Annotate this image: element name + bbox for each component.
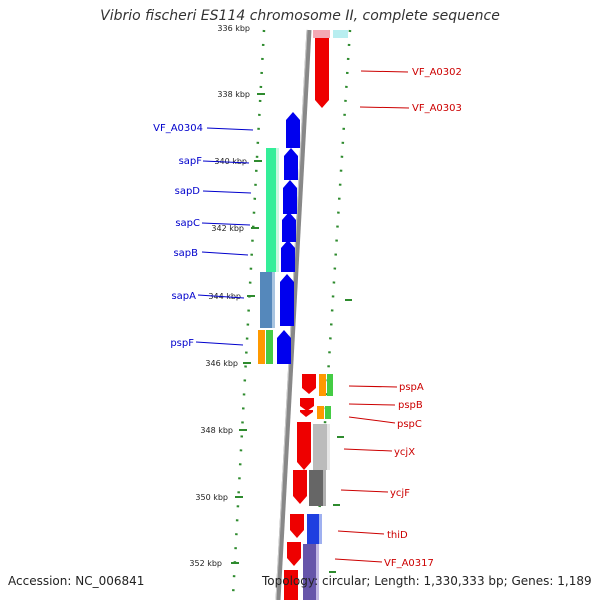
gene-label-sapd: sapD [175,186,201,197]
cog-bar-lime-r2 [325,406,331,419]
gene-arrow-pspc [300,410,313,417]
gene-label-pspc: pspC [397,419,422,430]
gene-label-sapa: sapA [171,291,196,302]
gene-label-vf-a0304: VF_A0304 [153,123,203,134]
gene-arrow-sapa [280,274,294,326]
gene-label-pspf: pspF [170,338,194,349]
gene-arrow-sapb [281,240,295,272]
gene-label-vf-a0303: VF_A0303 [412,103,462,114]
top-feature-pink [313,30,330,38]
scale-ticks [231,93,352,573]
cog-bar-orange-r1 [319,374,326,396]
cog-bar-green [266,148,279,272]
forward-genes [277,112,300,364]
gene-label-sapc: sapC [175,218,200,229]
top-feature-cyan [333,30,348,38]
scale-label-352: 352 kbp [189,559,222,568]
gene-arrow-vf-a0302 [315,38,329,108]
gene-arrow-vf-a0304 [286,112,300,148]
cog-bar-orange [258,330,265,364]
gene-label-pspa: pspA [399,382,424,393]
gene-arrow-ycjx [297,422,311,470]
gene-label-ycjf: ycjF [390,488,410,499]
scale-label-340: 340 kbp [214,157,247,166]
reverse-genes-top [315,38,329,108]
gene-label-sapb: sapB [173,248,198,259]
gene-arrow-sapd [283,180,297,214]
cog-bar-lightgray [313,424,330,470]
right-leader-lines [334,70,410,563]
cog-bars-left [258,148,279,364]
scale-label-342: 342 kbp [211,224,244,233]
cog-bar-orange-r2 [317,406,324,419]
gene-arrow-bottom [284,570,298,600]
scale-label-348: 348 kbp [200,426,233,435]
gene-arrow-ycjf [293,470,307,504]
cog-bar-purple [303,544,319,600]
scale-label-350: 350 kbp [195,493,228,502]
gene-label-vf-a0317: VF_A0317 [384,558,434,569]
gene-label-sapf: sapF [179,156,203,167]
gene-arrow-thid [290,514,304,538]
scale-label-336: 336 kbp [217,24,250,33]
scale-label-346: 346 kbp [205,359,238,368]
gene-arrow-vf-a0317 [287,542,301,566]
outer-dotted-ring [312,29,352,597]
gene-arrow-sapf [284,148,298,180]
accession-text: Accession: NC_006841 [8,574,145,588]
reverse-genes-lower [284,374,316,600]
cog-bar-lime-r1 [327,374,333,396]
gene-label-vf-a0302: VF_A0302 [412,67,462,78]
cog-bar-steelblue [260,272,275,328]
cog-bars-right [303,374,333,600]
scale-label-338: 338 kbp [217,90,250,99]
cog-bar-lime [266,330,273,364]
inner-dotted-ring [231,29,266,597]
gene-label-ycjx: ycjX [394,447,415,458]
left-leader-lines [195,127,254,346]
gene-label-pspb: pspB [398,400,423,411]
gene-arrow-pspf [277,330,291,364]
gene-arrow-pspb [300,398,314,411]
gene-label-thid: thiD [387,530,408,541]
cog-bar-blue [307,514,322,544]
topology-text: Topology: circular; Length: 1,330,333 bp… [262,574,592,588]
cog-bar-darkgray [309,470,326,506]
map-title: Vibrio fischeri ES114 chromosome II, com… [100,8,500,24]
gene-arrow-pspa [302,374,316,394]
gene-arrow-sapc [282,212,296,242]
